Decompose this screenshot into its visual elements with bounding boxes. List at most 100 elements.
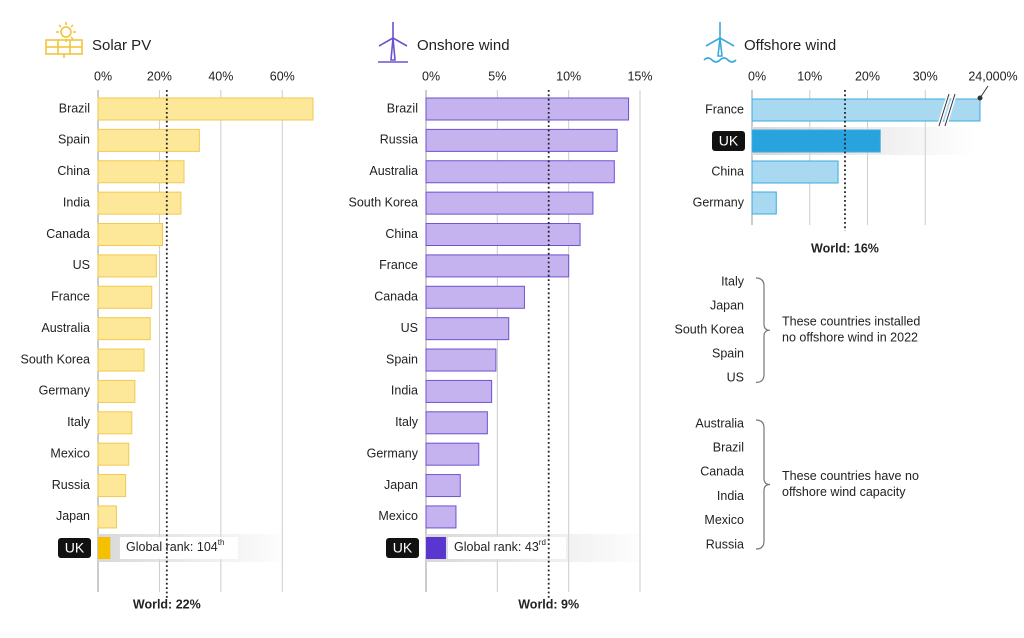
panel-title: Offshore wind (744, 37, 836, 54)
category-label: China (385, 227, 418, 241)
bar (425, 191, 594, 215)
uk-label: UK (65, 540, 85, 556)
category-label: US (401, 321, 418, 335)
bar (97, 97, 314, 121)
note-country: Canada (700, 465, 744, 479)
bar (426, 537, 446, 559)
note-brace (755, 277, 771, 383)
category-label: China (711, 164, 744, 178)
note-country: Spain (712, 347, 744, 361)
x-tick-label: 30% (913, 69, 938, 83)
highlight-badge (58, 538, 91, 558)
category-label: South Korea (349, 195, 419, 209)
solar-icon (45, 22, 83, 58)
category-label: Germany (39, 384, 91, 398)
bar (97, 474, 127, 498)
value-label: 24,000% (968, 69, 1017, 83)
bar (97, 505, 117, 529)
bar (97, 128, 200, 152)
onshore-icon (378, 22, 408, 63)
bar (425, 411, 488, 435)
category-label: UK (719, 133, 739, 149)
bar (751, 129, 881, 153)
axis-break (938, 93, 956, 127)
x-tick-label: 40% (208, 69, 233, 83)
bar (425, 254, 570, 278)
note-text: These countries have no (782, 469, 919, 483)
x-tick-label: 5% (488, 69, 506, 83)
reference-label: World: 16% (811, 241, 879, 255)
bar (97, 348, 145, 372)
bar (751, 98, 981, 122)
rank-label: Global rank: 43 (454, 540, 539, 554)
x-tick-label: 10% (556, 69, 581, 83)
bar (98, 537, 111, 559)
bar (425, 505, 457, 529)
category-label: Germany (693, 195, 745, 209)
bar (97, 160, 185, 184)
note-country: Brazil (713, 440, 744, 454)
note-text: no offshore wind in 2022 (782, 330, 918, 344)
category-label: Australia (369, 164, 418, 178)
bar (425, 160, 615, 184)
bar (425, 348, 497, 372)
highlight-badge (386, 538, 419, 558)
bar (751, 191, 777, 215)
note-country: Italy (721, 274, 745, 288)
rank-text: Global rank: 104th (126, 538, 224, 554)
x-tick-label: 20% (855, 69, 880, 83)
category-label: Japan (56, 509, 90, 523)
bar (97, 411, 133, 435)
category-label: Mexico (378, 509, 418, 523)
category-label: Russia (52, 478, 90, 492)
category-label: China (57, 164, 90, 178)
x-tick-label: 0% (422, 69, 440, 83)
category-label: Australia (41, 321, 90, 335)
highlight-badge (712, 131, 745, 151)
panel-title: Solar PV (92, 37, 151, 54)
x-tick-label: 20% (147, 69, 172, 83)
category-label: Germany (367, 446, 419, 460)
bar (97, 191, 182, 215)
panel-title: Onshore wind (417, 37, 510, 54)
bar (751, 160, 839, 184)
note-country: US (727, 371, 744, 385)
category-label: Japan (384, 478, 418, 492)
rank-label: Global rank: 104 (126, 540, 218, 554)
reference-label: World: 9% (518, 597, 579, 611)
bar (425, 223, 581, 247)
reference-label: World: 22% (133, 597, 201, 611)
bar (97, 285, 153, 309)
bar (425, 379, 493, 403)
category-label: Russia (380, 133, 418, 147)
category-label: France (705, 102, 744, 116)
category-label: Canada (46, 227, 90, 241)
category-label: France (51, 290, 90, 304)
x-tick-label: 10% (797, 69, 822, 83)
x-tick-label: 15% (627, 69, 652, 83)
x-tick-label: 60% (270, 69, 295, 83)
category-label: South Korea (21, 352, 91, 366)
bar (97, 442, 130, 466)
category-label: France (379, 258, 418, 272)
rank-suffix: th (218, 538, 225, 547)
bar (425, 474, 461, 498)
category-label: Mexico (50, 446, 90, 460)
x-tick-label: 0% (748, 69, 766, 83)
category-label: Brazil (59, 101, 90, 115)
offshore-icon (703, 22, 737, 63)
bar (425, 128, 618, 152)
bar (425, 285, 525, 309)
bar (425, 97, 630, 121)
category-label: Italy (395, 415, 419, 429)
category-label: Italy (67, 415, 91, 429)
category-label: Spain (58, 133, 90, 147)
category-label: Canada (374, 290, 418, 304)
value-dot (977, 95, 983, 101)
note-brace (755, 419, 771, 550)
category-label: India (63, 195, 90, 209)
note-country: Mexico (704, 513, 744, 527)
bar (97, 223, 163, 247)
bar (425, 317, 510, 341)
